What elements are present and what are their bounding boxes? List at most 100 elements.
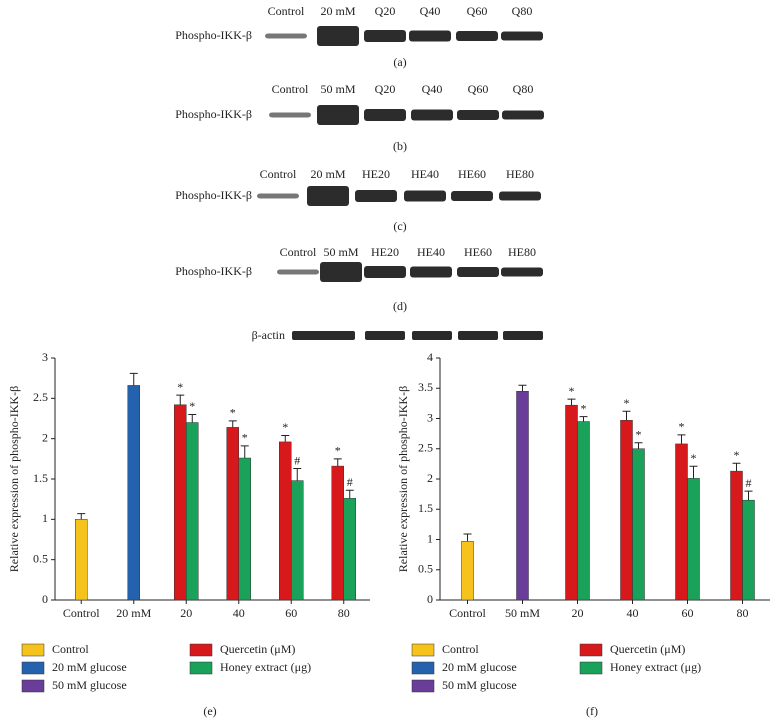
bar (186, 422, 199, 601)
significance-marker: # (746, 476, 752, 490)
significance-marker: * (691, 451, 697, 465)
x-tick-label: Control (449, 606, 486, 620)
significance-marker: # (294, 453, 300, 467)
y-tick-label: 3 (42, 350, 48, 364)
legend-label: Control (442, 642, 479, 656)
x-tick-label: 60 (285, 606, 297, 620)
blot-band (307, 186, 349, 206)
blot-label: Phospho-IKK-β (175, 188, 252, 202)
actin-band (292, 331, 320, 340)
error-bar (345, 489, 354, 499)
blot-band (317, 105, 359, 125)
significance-marker: * (734, 448, 740, 462)
y-tick-label: 2.5 (418, 441, 433, 455)
y-axis-label: Relative expression of phospho-IKK-β (7, 386, 21, 572)
lane-label: HE80 (506, 167, 534, 181)
blot-band (404, 190, 446, 202)
bar (343, 498, 356, 601)
actin-band (365, 331, 405, 340)
lane-label: HE20 (371, 245, 399, 259)
y-tick-label: 0 (42, 592, 48, 606)
significance-marker: * (569, 384, 575, 398)
lane-label: HE40 (417, 245, 445, 259)
blot-band (277, 269, 319, 275)
bar (687, 478, 700, 601)
blot-label: Phospho-IKK-β (175, 264, 252, 278)
error-bar (677, 434, 686, 444)
blot-band (410, 266, 452, 278)
significance-marker: * (242, 431, 248, 445)
legend-label: 20 mM glucose (442, 660, 517, 674)
blot-band (265, 33, 307, 39)
significance-marker: * (679, 420, 685, 434)
blot-band (457, 267, 499, 277)
x-tick-label: 60 (682, 606, 694, 620)
blot-band (411, 109, 453, 121)
legend-label: 50 mM glucose (442, 678, 517, 692)
lane-label: 50 mM (320, 82, 355, 96)
lane-label: Q80 (512, 4, 533, 18)
blot-band (457, 110, 499, 120)
lane-label: Q40 (422, 82, 443, 96)
chart-caption: (f) (586, 704, 598, 718)
error-bar (518, 384, 527, 392)
lane-label: Q20 (375, 4, 396, 18)
error-bar (77, 513, 86, 520)
bar (226, 427, 239, 601)
y-axis-label: Relative expression of phospho-IKK-β (396, 386, 410, 572)
bar (461, 541, 474, 601)
error-bar (281, 434, 290, 442)
lane-label: HE40 (411, 167, 439, 181)
significance-marker: * (636, 427, 642, 441)
x-tick-label: 20 mM (116, 606, 151, 620)
y-tick-label: 0.5 (418, 562, 433, 576)
blot-band (499, 191, 541, 201)
legend-swatch (189, 661, 213, 675)
lane-label: Q40 (420, 4, 441, 18)
blot-caption: (a) (393, 55, 406, 69)
legend-swatch (21, 643, 45, 657)
blot-band (257, 193, 299, 199)
significance-marker: * (335, 444, 341, 458)
error-bar (333, 458, 342, 467)
bar (577, 421, 590, 601)
lane-label: Q60 (467, 4, 488, 18)
lane-label: HE60 (464, 245, 492, 259)
legend-swatch (579, 643, 603, 657)
lane-label: Control (280, 245, 317, 259)
bar (516, 391, 529, 601)
bar (730, 470, 743, 601)
legend-swatch (411, 679, 435, 693)
blot-band (317, 26, 359, 46)
y-tick-label: 1.5 (33, 471, 48, 485)
lane-label: 20 mM (310, 167, 345, 181)
legend-label: Control (52, 642, 89, 656)
significance-marker: # (347, 475, 353, 489)
lane-label: Control (272, 82, 309, 96)
actin-band (458, 331, 498, 340)
x-tick-label: 20 (572, 606, 584, 620)
legend-label: 50 mM glucose (52, 678, 127, 692)
legend-label: Quercetin (μM) (610, 642, 685, 656)
lane-label: Q60 (468, 82, 489, 96)
y-tick-label: 2 (42, 430, 48, 444)
bar (291, 480, 304, 601)
legend-label: Quercetin (μM) (220, 642, 295, 656)
significance-marker: * (624, 396, 630, 410)
bar (279, 441, 292, 601)
blot-band (364, 266, 406, 278)
significance-marker: * (282, 420, 288, 434)
blot-band (364, 30, 406, 42)
actin-band (412, 331, 452, 340)
lane-label: Control (260, 167, 297, 181)
significance-marker: * (189, 399, 195, 413)
blot-label: Phospho-IKK-β (175, 28, 252, 42)
lane-label: Q20 (375, 82, 396, 96)
blot-caption: (b) (393, 139, 407, 153)
x-tick-label: 40 (233, 606, 245, 620)
legend-swatch (21, 661, 45, 675)
y-tick-label: 1 (42, 511, 48, 525)
lane-label: 50 mM (323, 245, 358, 259)
bar (742, 499, 755, 601)
y-tick-label: 3.5 (418, 380, 433, 394)
